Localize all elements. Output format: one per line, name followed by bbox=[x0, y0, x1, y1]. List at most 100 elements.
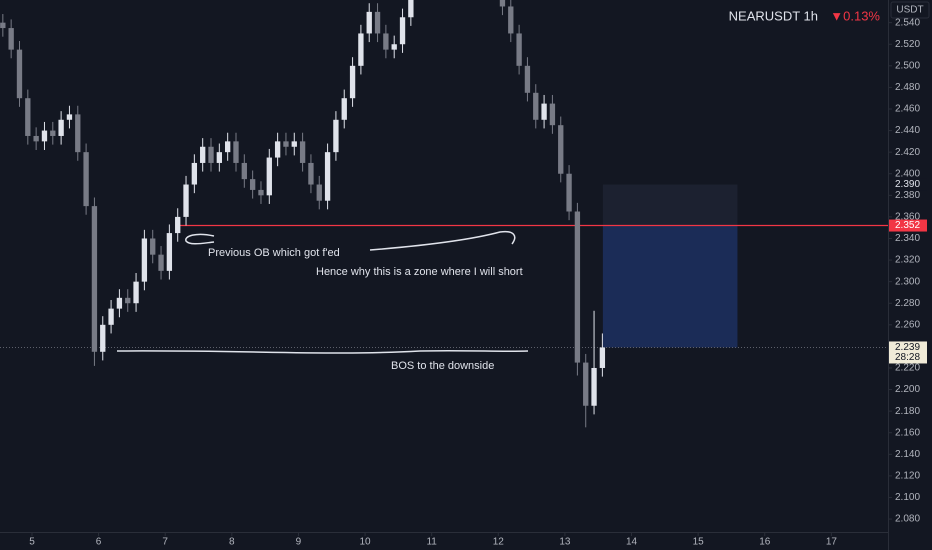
y-tick-label: 2.320 bbox=[895, 255, 920, 266]
y-tick-label: 2.480 bbox=[895, 82, 920, 93]
y-tick-label: 2.400 bbox=[895, 168, 920, 179]
candle-body bbox=[116, 297, 123, 309]
candle-body bbox=[25, 98, 31, 136]
candle-body bbox=[358, 33, 364, 66]
axis-unit: USDT bbox=[896, 5, 923, 16]
y-tick-label: 2.420 bbox=[895, 147, 920, 158]
plot-area bbox=[0, 0, 888, 428]
candle-body bbox=[533, 92, 539, 120]
candle-body bbox=[274, 141, 281, 158]
drawing-curve bbox=[369, 230, 516, 251]
y-tick-label: 2.180 bbox=[895, 406, 920, 417]
x-tick-label: 16 bbox=[759, 537, 771, 548]
x-tick-label: 12 bbox=[493, 537, 505, 548]
y-tick-label: 2.280 bbox=[895, 298, 920, 309]
candle-body bbox=[166, 233, 173, 271]
candle-body bbox=[366, 11, 372, 34]
x-tick-label: 7 bbox=[162, 537, 168, 548]
stop-box bbox=[889, 178, 927, 191]
annotation: Previous OB which got f'ed bbox=[208, 247, 340, 259]
candle-body bbox=[75, 114, 81, 153]
y-tick-label: 2.100 bbox=[895, 492, 920, 503]
y-tick-label: 2.140 bbox=[895, 449, 920, 460]
candle-body bbox=[58, 119, 64, 136]
target-zone bbox=[602, 225, 738, 348]
y-tick-label: 2.260 bbox=[895, 319, 920, 330]
x-tick-label: 15 bbox=[693, 537, 705, 548]
y-tick-label: 2.440 bbox=[895, 125, 920, 136]
y-tick-label: 2.520 bbox=[895, 39, 920, 50]
last-price-box bbox=[889, 341, 927, 364]
candle-body bbox=[258, 189, 264, 196]
x-tick-label: 14 bbox=[626, 537, 638, 548]
y-tick-label: 2.120 bbox=[895, 471, 920, 482]
candle-body bbox=[408, 0, 414, 18]
candle-body bbox=[83, 152, 89, 207]
candle-body bbox=[41, 130, 48, 142]
x-tick-label: 10 bbox=[359, 537, 371, 548]
candle-body bbox=[383, 33, 389, 50]
candle-body bbox=[316, 184, 322, 201]
annotation: BOS to the downside bbox=[391, 360, 494, 372]
annotation: Hence why this is a zone where I will sh… bbox=[316, 266, 523, 278]
candle-body bbox=[158, 254, 164, 271]
candle-body bbox=[524, 65, 531, 93]
candle-body bbox=[66, 114, 73, 120]
level-label: 2.352 bbox=[895, 220, 920, 231]
candle-body bbox=[508, 6, 514, 34]
stop-label: 2.390 bbox=[895, 179, 920, 190]
candle-body bbox=[549, 103, 556, 126]
candle-body bbox=[191, 162, 198, 185]
candle-body bbox=[324, 152, 331, 201]
candle-body bbox=[183, 184, 189, 217]
candle-body bbox=[574, 211, 581, 363]
candle-body bbox=[374, 11, 381, 34]
y-tick-label: 2.500 bbox=[895, 60, 920, 71]
candle-body bbox=[333, 119, 339, 153]
y-tick-label: 2.380 bbox=[895, 190, 920, 201]
y-tick-label: 2.540 bbox=[895, 17, 920, 28]
candle-body bbox=[125, 297, 131, 304]
candle-body bbox=[266, 157, 272, 196]
candle-body bbox=[241, 162, 247, 180]
y-tick-label: 2.460 bbox=[895, 104, 920, 115]
candle-body bbox=[541, 103, 547, 120]
change: ▼0.13% bbox=[830, 8, 880, 23]
y-tick-label: 2.340 bbox=[895, 233, 920, 244]
countdown: 28:28 bbox=[895, 352, 920, 363]
candle-body bbox=[308, 162, 314, 185]
candle-body bbox=[150, 238, 156, 255]
last-price-label: 2.239 bbox=[895, 342, 920, 353]
candle-body bbox=[341, 98, 347, 120]
y-tick-label: 2.160 bbox=[895, 427, 920, 438]
candle-body bbox=[91, 206, 98, 352]
candle-body bbox=[599, 347, 606, 368]
candle-body bbox=[8, 28, 14, 50]
candle-body bbox=[233, 141, 239, 163]
candle-body bbox=[249, 179, 256, 190]
x-tick-label: 5 bbox=[29, 537, 35, 548]
drawing-line bbox=[116, 349, 529, 354]
candle-body bbox=[558, 125, 564, 174]
candle-body bbox=[566, 173, 572, 212]
unit-box bbox=[890, 1, 930, 19]
candle-body bbox=[175, 216, 181, 234]
candle-body bbox=[0, 22, 6, 29]
candle-body bbox=[399, 17, 406, 45]
x-tick-label: 9 bbox=[296, 537, 302, 548]
candle-body bbox=[391, 44, 397, 50]
candle-body bbox=[224, 141, 231, 153]
candle-body bbox=[133, 281, 139, 304]
candle-body bbox=[16, 49, 23, 99]
candle-body bbox=[200, 146, 206, 163]
candle-body bbox=[291, 141, 297, 147]
candle-body bbox=[50, 130, 56, 136]
candle-body bbox=[349, 65, 356, 99]
candle-body bbox=[499, 0, 506, 7]
x-tick-label: 13 bbox=[559, 537, 571, 548]
candle-body bbox=[583, 362, 589, 406]
level-box bbox=[889, 219, 927, 232]
candle-body bbox=[33, 135, 39, 142]
